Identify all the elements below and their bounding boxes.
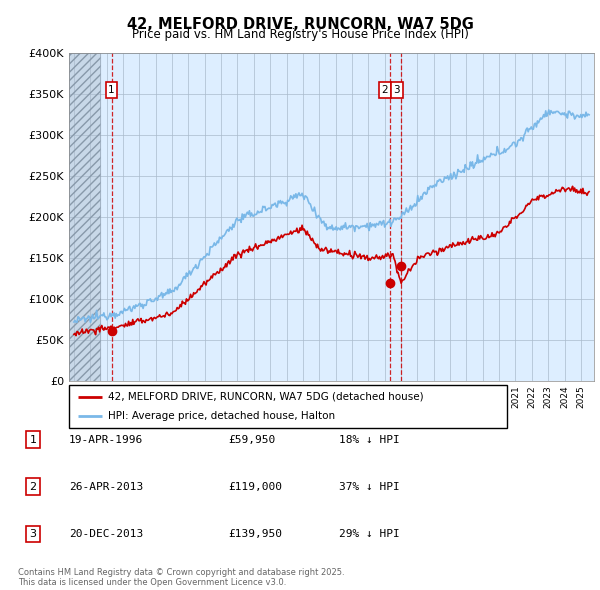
Text: 26-APR-2013: 26-APR-2013 [69, 482, 143, 491]
Text: £139,950: £139,950 [228, 529, 282, 539]
Text: 3: 3 [29, 529, 37, 539]
Bar [69, 53, 100, 381]
Text: £119,000: £119,000 [228, 482, 282, 491]
Text: 1: 1 [108, 85, 115, 95]
Text: 42, MELFORD DRIVE, RUNCORN, WA7 5DG: 42, MELFORD DRIVE, RUNCORN, WA7 5DG [127, 17, 473, 31]
Text: 1: 1 [29, 435, 37, 444]
Text: Contains HM Land Registry data © Crown copyright and database right 2025.
This d: Contains HM Land Registry data © Crown c… [18, 568, 344, 587]
Text: 29% ↓ HPI: 29% ↓ HPI [339, 529, 400, 539]
Text: 3: 3 [394, 85, 400, 95]
Text: 42, MELFORD DRIVE, RUNCORN, WA7 5DG (detached house): 42, MELFORD DRIVE, RUNCORN, WA7 5DG (det… [109, 392, 424, 402]
Text: 19-APR-1996: 19-APR-1996 [69, 435, 143, 444]
Text: 37% ↓ HPI: 37% ↓ HPI [339, 482, 400, 491]
Text: 20-DEC-2013: 20-DEC-2013 [69, 529, 143, 539]
Text: £59,950: £59,950 [228, 435, 275, 444]
Text: 18% ↓ HPI: 18% ↓ HPI [339, 435, 400, 444]
Text: 2: 2 [29, 482, 37, 491]
Text: 2: 2 [382, 85, 388, 95]
Text: Price paid vs. HM Land Registry's House Price Index (HPI): Price paid vs. HM Land Registry's House … [131, 28, 469, 41]
Text: HPI: Average price, detached house, Halton: HPI: Average price, detached house, Halt… [109, 411, 335, 421]
